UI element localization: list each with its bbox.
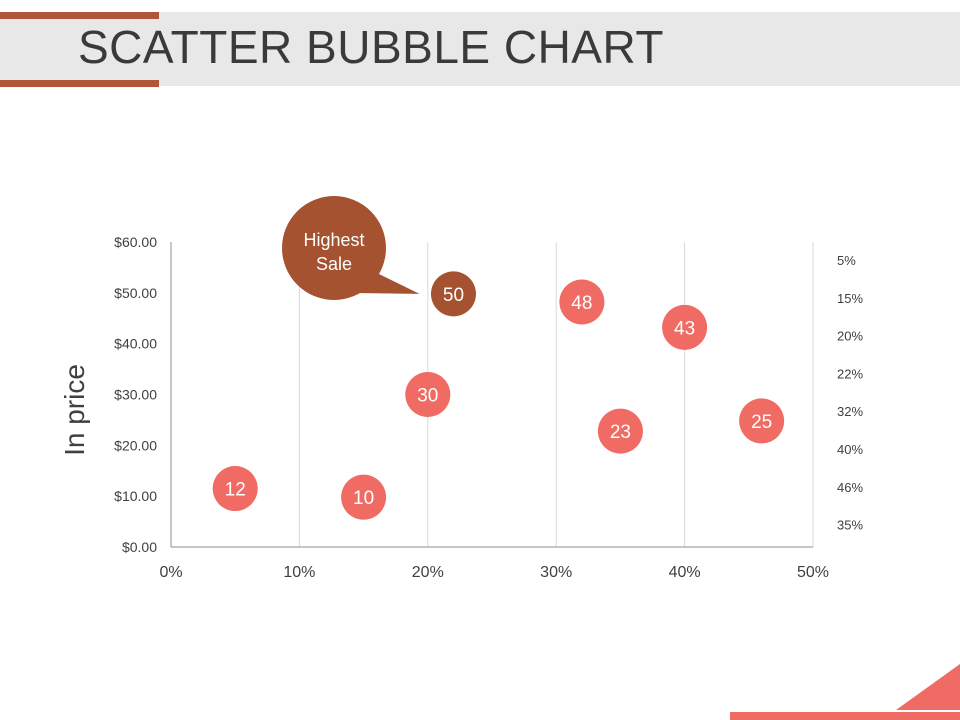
title-accent-bottom xyxy=(0,80,159,87)
right-label: 40% xyxy=(837,442,863,457)
data-bubble xyxy=(597,408,643,454)
data-bubble-label: 25 xyxy=(751,412,772,433)
title-accent-top xyxy=(0,12,159,19)
data-bubble-label: 48 xyxy=(571,293,592,314)
data-bubble xyxy=(662,304,708,350)
data-bubble-label: 10 xyxy=(353,488,374,509)
y-tick-label: $30.00 xyxy=(114,387,157,403)
corner-accent-triangle xyxy=(896,664,960,710)
page-title: SCATTER BUBBLE CHART xyxy=(78,21,664,73)
right-label: 35% xyxy=(837,518,863,533)
x-tick-label: 50% xyxy=(797,564,829,581)
data-bubble xyxy=(430,271,476,317)
x-tick-label: 0% xyxy=(159,564,182,581)
right-label: 22% xyxy=(837,366,863,381)
data-bubble xyxy=(739,398,785,444)
y-tick-label: $20.00 xyxy=(114,437,157,453)
y-axis-title: In price xyxy=(59,364,90,456)
data-bubble-label: 43 xyxy=(674,318,695,339)
x-tick-label: 30% xyxy=(540,564,572,581)
right-label: 20% xyxy=(837,329,863,344)
data-bubble xyxy=(405,372,451,417)
data-bubble-label: 23 xyxy=(610,422,631,443)
x-tick-label: 40% xyxy=(669,564,701,581)
title-bar xyxy=(0,12,960,86)
data-bubble-label: 30 xyxy=(417,386,438,407)
corner-accent-bar xyxy=(730,712,960,720)
data-bubble xyxy=(559,279,605,325)
y-tick-label: $40.00 xyxy=(114,336,157,352)
x-tick-label: 10% xyxy=(283,564,315,581)
right-label: 5% xyxy=(837,253,856,268)
y-tick-label: $0.00 xyxy=(122,539,157,555)
y-tick-label: $60.00 xyxy=(114,234,157,250)
y-tick-label: $10.00 xyxy=(114,488,157,504)
right-label: 32% xyxy=(837,404,863,419)
callout-text: Sale xyxy=(316,254,352,274)
right-label: 46% xyxy=(837,480,863,495)
callout-text: Highest xyxy=(303,230,364,250)
data-bubble-label: 50 xyxy=(443,285,464,306)
data-bubble xyxy=(212,466,258,512)
x-tick-label: 20% xyxy=(412,564,444,581)
y-tick-label: $50.00 xyxy=(114,285,157,301)
right-label: 15% xyxy=(837,291,863,306)
data-bubble xyxy=(341,474,387,520)
data-bubble-label: 12 xyxy=(225,480,246,501)
callout-bubble xyxy=(282,196,386,300)
